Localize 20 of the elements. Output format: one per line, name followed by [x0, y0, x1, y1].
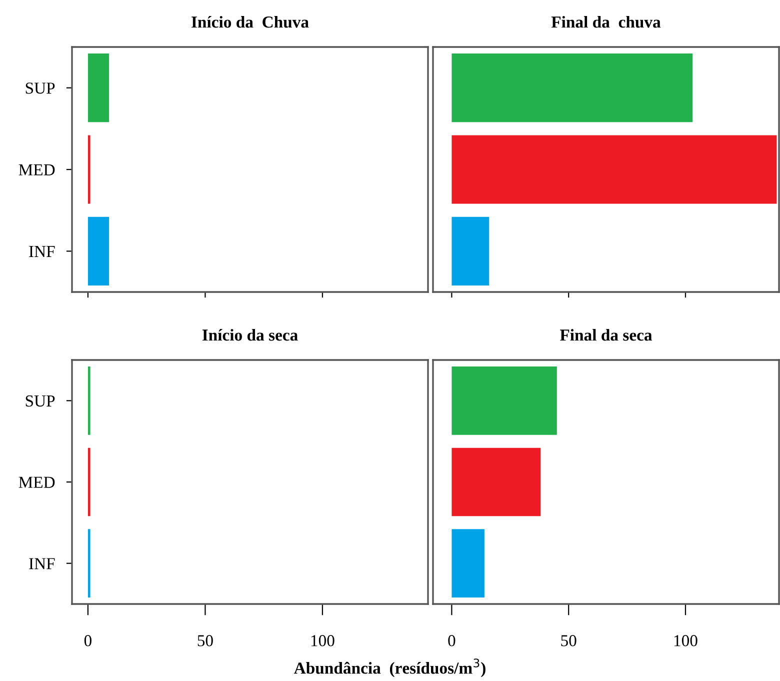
bar [452, 366, 557, 435]
x-tick-label: 100 [674, 635, 698, 646]
chart-title: Início da Chuva [192, 16, 309, 28]
y-tick-label: MED [18, 476, 55, 488]
y-tick-label: SUP [26, 395, 55, 407]
chart-title: Início da seca [202, 328, 298, 341]
y-tick-label: INF [29, 558, 55, 570]
chart-title: Final da chuva [551, 16, 661, 28]
x-tick-label: 50 [198, 635, 213, 646]
y-tick-label: MED [18, 164, 55, 176]
x-axis-title: Abundância (resíduos/m$^{3}$) [294, 658, 486, 678]
x-tick-label: 100 [311, 635, 334, 646]
x-tick-label: 50 [561, 635, 576, 646]
x-tick-label: 0 [84, 635, 92, 646]
bar [452, 448, 541, 516]
y-tick-label: SUP [26, 82, 55, 94]
bar [452, 529, 484, 598]
chart-title: Final da seca [560, 328, 652, 341]
y-tick-label: INF [29, 246, 55, 257]
x-tick-label: 0 [448, 635, 456, 646]
